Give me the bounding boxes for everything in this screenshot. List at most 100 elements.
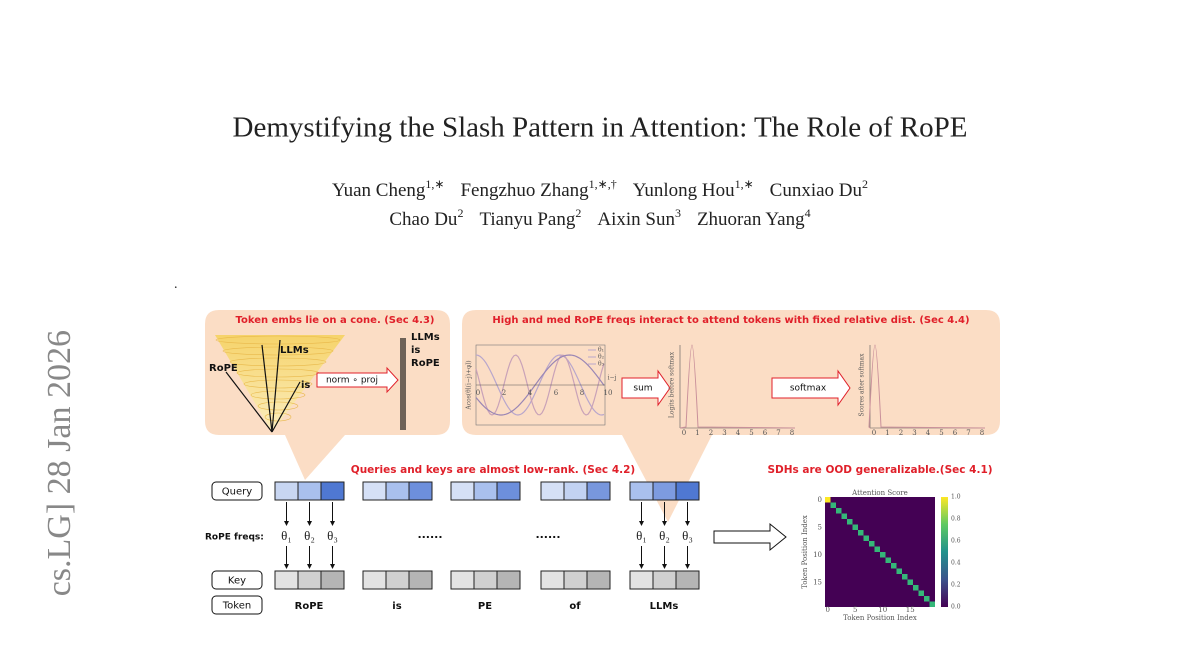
token: RoPE	[295, 601, 324, 612]
author-name: Yuan Cheng	[332, 180, 426, 201]
row-label-box	[211, 481, 263, 501]
author-affil: 1,∗	[425, 177, 444, 191]
x-tick-label: 0	[872, 429, 876, 437]
vector	[261, 344, 273, 433]
heatmap-cell	[918, 590, 924, 596]
token: PE	[478, 601, 492, 612]
x-tick-label: 2	[899, 429, 903, 437]
heatmap-cell	[913, 585, 919, 591]
key-cell	[362, 570, 387, 590]
peak	[679, 344, 796, 429]
legend-label: θ₁	[598, 347, 604, 354]
x-tick-label: 1	[885, 429, 889, 437]
panel-title: High and med RoPE freqs interact to atte…	[492, 315, 969, 326]
x-tick-label: 10	[878, 606, 887, 614]
peak	[868, 344, 986, 429]
arrow-head	[685, 521, 690, 526]
heatmap-cell	[858, 530, 864, 536]
colorbar-tick-label: 0.4	[951, 560, 961, 567]
arxiv-stamp: cs.LG] 28 Jan 2026	[41, 330, 78, 596]
caption: SDHs are OOD generalizable.(Sec 4.1)	[767, 464, 992, 476]
key-cell	[408, 570, 433, 590]
author-name: Yunlong Hou	[633, 180, 735, 201]
cone-label: is	[301, 380, 310, 391]
key-cell	[586, 570, 611, 590]
query-cell	[297, 481, 322, 501]
heatmap-cell	[869, 541, 875, 547]
query-cell	[320, 481, 345, 501]
heatmap-cell	[896, 568, 902, 574]
row-label-box	[211, 595, 263, 615]
key-cell	[629, 570, 654, 590]
arrow-head	[307, 521, 312, 526]
row-label: Key	[228, 576, 246, 587]
token: LLMs	[650, 601, 679, 612]
author-name: Chao Du	[389, 209, 458, 230]
y-label: Acos(θl(i−j)+φl)	[466, 360, 473, 410]
title: Demystifying the Slash Pattern in Attent…	[233, 112, 968, 144]
author-name: Cunxiao Du	[770, 180, 863, 201]
heatmap-cell	[907, 579, 913, 585]
x-label: i−j	[608, 375, 617, 382]
author-name: Aixin Sun	[597, 209, 675, 230]
heatmap-ylabel: Token Position Index	[801, 515, 809, 589]
key-cell	[563, 570, 588, 590]
heatmap-title: Attention Score	[851, 489, 908, 497]
author-name: Zhuoran Yang	[697, 209, 805, 230]
author-name: Fengzhuo Zhang	[460, 180, 589, 201]
arrow-head	[284, 521, 289, 526]
query-cell	[473, 481, 498, 501]
row-label: RoPE freqs:	[205, 533, 264, 543]
freq-panel	[462, 310, 1000, 522]
key-cell	[385, 570, 410, 590]
heatmap-cell	[924, 596, 930, 602]
legend-label: θ₂	[598, 354, 605, 361]
x-tick-label: 5	[939, 429, 943, 437]
heatmap-cell	[929, 601, 935, 607]
x-tick-label: 8	[980, 429, 984, 437]
colorbar-tick-label: 0.2	[951, 582, 961, 589]
query-cell	[385, 481, 410, 501]
query-cell	[629, 481, 654, 501]
arrow-head	[330, 521, 335, 526]
arrow-head	[662, 564, 667, 569]
heatmap-cell	[874, 546, 880, 552]
key-cell	[675, 570, 700, 590]
key-cell	[450, 570, 475, 590]
row-label: Query	[222, 487, 252, 498]
x-tick-label: 2	[709, 429, 713, 437]
colorbar-tick-label: 1.0	[951, 494, 961, 501]
x-tick-label: 3	[722, 429, 726, 437]
panel-title: Token embs lie on a cone. (Sec 4.3)	[236, 315, 435, 326]
query-cell	[586, 481, 611, 501]
op-arrow	[621, 369, 671, 407]
y-label: Logits before softmax	[669, 351, 676, 418]
query-cell	[274, 481, 299, 501]
y-label: Scores after softmax	[859, 353, 866, 417]
theta: θ₂	[304, 528, 315, 543]
theta: θ₁	[636, 528, 647, 543]
y-tick-label: 15	[813, 578, 822, 586]
colorbar-tick-label: 0.6	[951, 538, 961, 545]
key-cell	[540, 570, 565, 590]
x-tick-label: 15	[906, 606, 915, 614]
theta: θ₃	[682, 528, 693, 543]
x-tick-label: 7	[966, 429, 970, 437]
vector	[271, 381, 301, 433]
cone-ring	[250, 390, 306, 400]
author-affil: 4	[805, 206, 811, 220]
op-label: sum	[633, 384, 652, 394]
author-name: Tianyu Pang	[479, 209, 575, 230]
cone-ring	[222, 346, 334, 356]
arrow-head	[685, 564, 690, 569]
query-cell	[450, 481, 475, 501]
heatmap-cell	[891, 563, 897, 569]
x-tick-label: 5	[749, 429, 753, 437]
output-label: RoPE	[411, 358, 440, 369]
x-tick-label: 0	[682, 429, 686, 437]
heatmap-cell	[852, 524, 858, 530]
x-tick-label: 2	[502, 389, 506, 397]
curve	[475, 354, 605, 416]
colorbar	[941, 497, 948, 607]
x-tick-label: 6	[953, 429, 958, 437]
